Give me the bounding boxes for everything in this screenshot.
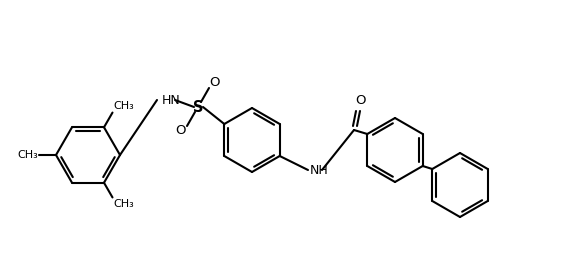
Text: CH₃: CH₃ (17, 150, 38, 160)
Text: CH₃: CH₃ (114, 199, 134, 209)
Text: S: S (193, 99, 203, 114)
Text: HN: HN (162, 94, 181, 106)
Text: CH₃: CH₃ (114, 100, 134, 111)
Text: NH: NH (310, 163, 329, 177)
Text: O: O (355, 95, 365, 107)
Text: O: O (210, 76, 220, 90)
Text: O: O (176, 125, 186, 137)
